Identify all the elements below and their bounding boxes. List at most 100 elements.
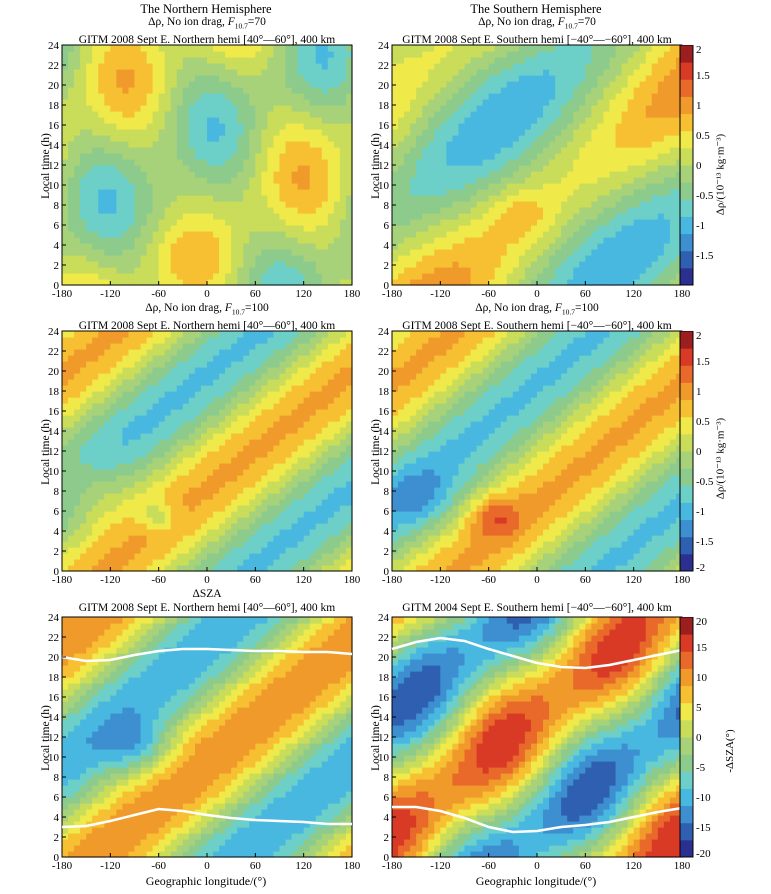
heatmap-cell: [345, 45, 353, 52]
heatmap-cell: [422, 201, 429, 208]
heatmap-cell: [422, 129, 429, 136]
heatmap-cell: [92, 397, 99, 404]
heatmap-cell: [80, 439, 87, 446]
heatmap-cell: [297, 177, 305, 184]
heatmap-cell: [675, 189, 683, 196]
heatmap-cell: [476, 273, 484, 280]
heatmap-cell: [219, 237, 226, 244]
heatmap-cell: [585, 279, 592, 286]
heatmap-cell: [543, 207, 550, 214]
heatmap-cell: [140, 249, 148, 256]
heatmap-cell: [74, 189, 81, 196]
heatmap-cell: [194, 517, 202, 524]
heatmap-cell: [573, 195, 580, 202]
heatmap-cell: [339, 255, 347, 262]
heatmap-cell: [476, 87, 484, 94]
heatmap-cell: [182, 45, 190, 52]
heatmap-cell: [398, 273, 405, 280]
heatmap-cell: [128, 421, 136, 428]
heatmap-cell: [434, 231, 441, 238]
heatmap-cell: [140, 445, 148, 452]
heatmap-cell: [74, 385, 81, 392]
heatmap-cell: [446, 51, 454, 58]
heatmap-cell: [194, 141, 202, 148]
heatmap-cell: [500, 69, 508, 76]
heatmap-cell: [194, 421, 202, 428]
heatmap-cell: [440, 123, 447, 130]
heatmap-cell: [194, 457, 202, 464]
heatmap-cell: [315, 123, 323, 130]
heatmap-cell: [416, 255, 423, 262]
heatmap-cell: [74, 505, 81, 512]
heatmap-cell: [194, 361, 202, 368]
heatmap-cell: [116, 249, 124, 256]
heatmap-cell: [321, 159, 329, 166]
heatmap-cell: [116, 535, 124, 542]
heatmap-cell: [321, 111, 329, 118]
heatmap-cell: [194, 487, 202, 494]
heatmap-cell: [176, 433, 184, 440]
heatmap-cell: [104, 69, 111, 76]
heatmap-cell: [506, 165, 514, 172]
heatmap-cell: [146, 183, 154, 190]
heatmap-cell: [92, 385, 99, 392]
heatmap-cell: [303, 153, 311, 160]
heatmap-cell: [297, 57, 305, 64]
heatmap-cell: [434, 195, 441, 202]
heatmap-cell: [74, 255, 81, 262]
heatmap-cell: [537, 75, 544, 82]
heatmap-cell: [158, 207, 166, 214]
heatmap-cell: [315, 225, 323, 232]
heatmap-cell: [603, 153, 611, 160]
heatmap-cell: [213, 415, 220, 422]
heatmap-cell: [176, 189, 184, 196]
heatmap-cell: [86, 337, 93, 344]
heatmap-cell: [549, 117, 556, 124]
heatmap-cell: [237, 93, 244, 100]
heatmap-cell: [500, 165, 508, 172]
heatmap-cell: [476, 117, 484, 124]
heatmap-cell: [182, 355, 190, 362]
heatmap-cell: [74, 493, 81, 500]
heatmap-cell: [663, 111, 671, 118]
heatmap-cell: [345, 51, 353, 58]
heatmap-cell: [92, 457, 99, 464]
heatmap-cell: [633, 135, 641, 142]
heatmap-cell: [146, 535, 154, 542]
heatmap-cell: [62, 225, 69, 232]
heatmap-cell: [62, 249, 69, 256]
panel-title-line2: GITM 2008 Sept E. Northern hemi [40°—60°…: [78, 34, 336, 47]
heatmap-cell: [80, 159, 87, 166]
heatmap-cell: [237, 165, 244, 172]
heatmap-cell: [645, 63, 653, 70]
heatmap-cell: [219, 279, 226, 286]
heatmap-cell: [86, 535, 93, 542]
heatmap-cell: [494, 213, 502, 220]
heatmap-cell: [194, 279, 202, 286]
heatmap-cell: [416, 159, 423, 166]
heatmap-cell: [68, 117, 75, 124]
heatmap-cell: [231, 237, 238, 244]
heatmap-cell: [122, 457, 130, 464]
heatmap-cell: [410, 183, 417, 190]
heatmap-cell: [80, 349, 87, 356]
heatmap-cell: [237, 147, 244, 154]
heatmap-cell: [530, 255, 538, 262]
heatmap-cell: [164, 541, 172, 548]
heatmap-cell: [116, 243, 124, 250]
heatmap-cell: [176, 409, 184, 416]
heatmap-cell: [567, 225, 574, 232]
heatmap-cell: [62, 517, 69, 524]
heatmap-cell: [188, 505, 196, 512]
heatmap-cell: [398, 129, 405, 136]
heatmap-cell: [315, 105, 323, 112]
heatmap-cell: [543, 219, 550, 226]
heatmap-cell: [68, 391, 75, 398]
heatmap-cell: [506, 69, 514, 76]
heatmap-cell: [285, 45, 293, 52]
heatmap-cell: [339, 63, 347, 70]
heatmap-cell: [146, 81, 154, 88]
heatmap-cell: [182, 541, 190, 548]
heatmap-cell: [158, 535, 166, 542]
heatmap-cell: [207, 517, 214, 524]
